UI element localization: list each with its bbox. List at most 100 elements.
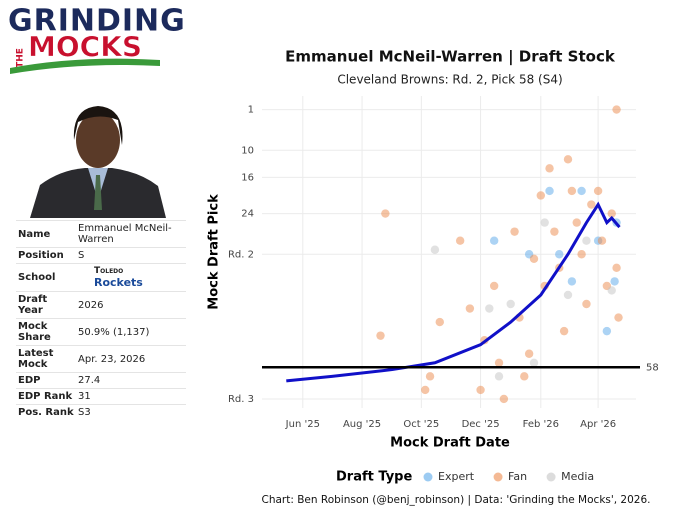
y-tick-label: Rd. 2 [228,249,254,260]
row-label: Latest Mock [16,345,76,373]
legend-swatch [423,472,433,482]
profile-row: Draft Year 2026 [16,291,186,319]
point [607,209,616,218]
x-tick-label: Oct '25 [403,419,439,430]
point [555,250,564,259]
point [455,236,465,245]
player-photo [30,100,166,218]
chart-title: Emmanuel McNeil-Warren | Draft Stock [285,48,616,67]
profile-table: Name Emmanuel McNeil-Warren Position S Schoo… [16,220,186,420]
point [430,245,440,254]
point [610,277,619,286]
row-label: EDP [16,372,76,389]
row-label: School [16,263,76,292]
y-tick-label: 16 [241,172,254,183]
point [545,164,554,173]
point [545,186,554,196]
chart-subtitle: Cleveland Browns: Rd. 2, Pick 58 (S4) [337,73,562,87]
point [559,326,569,336]
school-logo-text: Rockets [94,276,143,289]
legend-label: Expert [438,470,475,483]
point [494,372,504,381]
trend-line [286,201,621,383]
point [577,250,586,259]
point [597,236,607,245]
point [489,281,499,291]
legend-swatch [493,472,503,482]
row-value: S3 [76,404,186,420]
point [425,372,435,381]
point [465,304,475,313]
caption: Chart: Ben Robinson (@benj_robinson) | D… [261,494,650,506]
legend-label: Media [561,470,594,483]
logo-bottom: MOCKS [28,30,142,63]
point [529,254,539,263]
y-tick-label: Rd. 3 [228,394,254,405]
legend-title: Draft Type [336,470,412,485]
point [524,349,534,358]
point [510,227,519,236]
legend-swatch [546,472,556,482]
point [529,358,539,367]
row-value: Apr. 23, 2026 [76,345,186,373]
point [499,394,509,404]
point [506,299,515,309]
logo-side: THE [16,48,26,68]
point [587,200,596,209]
row-value: 27.4 [76,372,186,389]
x-tick-label: Aug '25 [343,419,381,430]
row-value: 31 [76,388,186,405]
row-label: Pos. Rank [16,404,76,420]
y-axis-label: Mock Draft Pick [207,194,222,310]
logo-top: GRINDING [8,4,186,39]
logo-turf [10,58,160,74]
point [582,236,591,245]
row-value: Emmanuel McNeil-Warren [76,220,186,248]
point [563,155,573,164]
point [536,191,545,200]
point [489,236,499,245]
profile-row: Latest Mock Apr. 23, 2026 [16,345,186,373]
profile-row: School Toledo Rockets [16,263,186,292]
profile-row: EDP Rank 31 [16,388,186,405]
point [612,263,621,273]
profile-row: Position S [16,247,186,264]
row-value: 50.9% (1,137) [76,318,186,346]
point [567,186,577,196]
y-tick-label: 24 [241,209,254,220]
row-label: Name [16,220,76,248]
point [540,218,549,227]
point [435,317,444,327]
profile-row: EDP 27.4 [16,372,186,389]
profile-row: Name Emmanuel McNeil-Warren [16,220,186,248]
point [572,218,581,227]
reference-label: 58 [646,362,659,373]
row-label: Draft Year [16,291,76,319]
point [421,385,430,395]
point [476,385,485,395]
row-label: Mock Share [16,318,76,346]
point [485,304,494,313]
y-tick-label: 1 [248,105,254,116]
x-axis-label: Mock Draft Date [390,436,510,451]
point [567,277,577,286]
point [563,290,573,300]
row-value: 2026 [76,291,186,319]
x-tick-label: Dec '25 [462,419,500,430]
point [612,105,621,114]
point [602,326,612,336]
point [582,299,591,309]
legend-label: Fan [508,470,527,483]
point [593,186,603,196]
point [607,286,616,295]
y-tick-label: 10 [241,145,254,156]
school-logo-text: Toledo [94,266,124,276]
x-tick-label: Feb '26 [523,419,559,430]
row-label: EDP Rank [16,388,76,405]
point [376,331,385,340]
row-value: S [76,247,186,264]
x-tick-label: Jun '25 [285,419,320,430]
point [520,372,529,381]
